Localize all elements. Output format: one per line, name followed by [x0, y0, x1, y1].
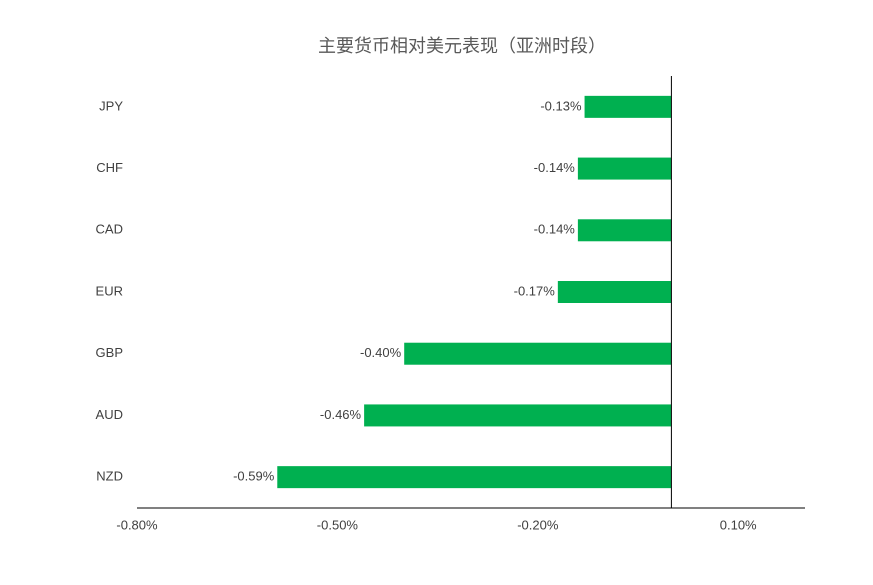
value-label: -0.59% [233, 469, 275, 484]
value-label: -0.14% [534, 160, 576, 175]
y-tick-label: NZD [96, 469, 123, 484]
y-tick-label: EUR [96, 283, 123, 298]
x-tick-label: -0.20% [517, 517, 559, 532]
value-label: -0.40% [360, 345, 402, 360]
bar [557, 281, 672, 303]
y-tick-label: GBP [96, 345, 123, 360]
bar [577, 157, 672, 180]
x-tick-label: 0.10% [720, 517, 757, 532]
value-label: -0.14% [534, 222, 576, 237]
y-tick-label: CAD [96, 222, 123, 237]
value-label: -0.17% [514, 283, 556, 298]
chart-title: 主要货币相对美元表现（亚洲时段） [318, 36, 606, 57]
y-tick-label: CHF [96, 160, 123, 175]
value-label: -0.13% [540, 98, 582, 113]
y-tick-label: AUD [96, 407, 123, 422]
x-tick-label: -0.80% [116, 517, 158, 532]
y-tick-label: JPY [99, 98, 123, 113]
value-label: -0.46% [320, 407, 362, 422]
bar [364, 404, 672, 427]
bar [584, 95, 672, 118]
bar [404, 342, 672, 365]
bar [277, 466, 672, 489]
x-tick-label: -0.50% [317, 517, 359, 532]
bar [577, 219, 672, 242]
